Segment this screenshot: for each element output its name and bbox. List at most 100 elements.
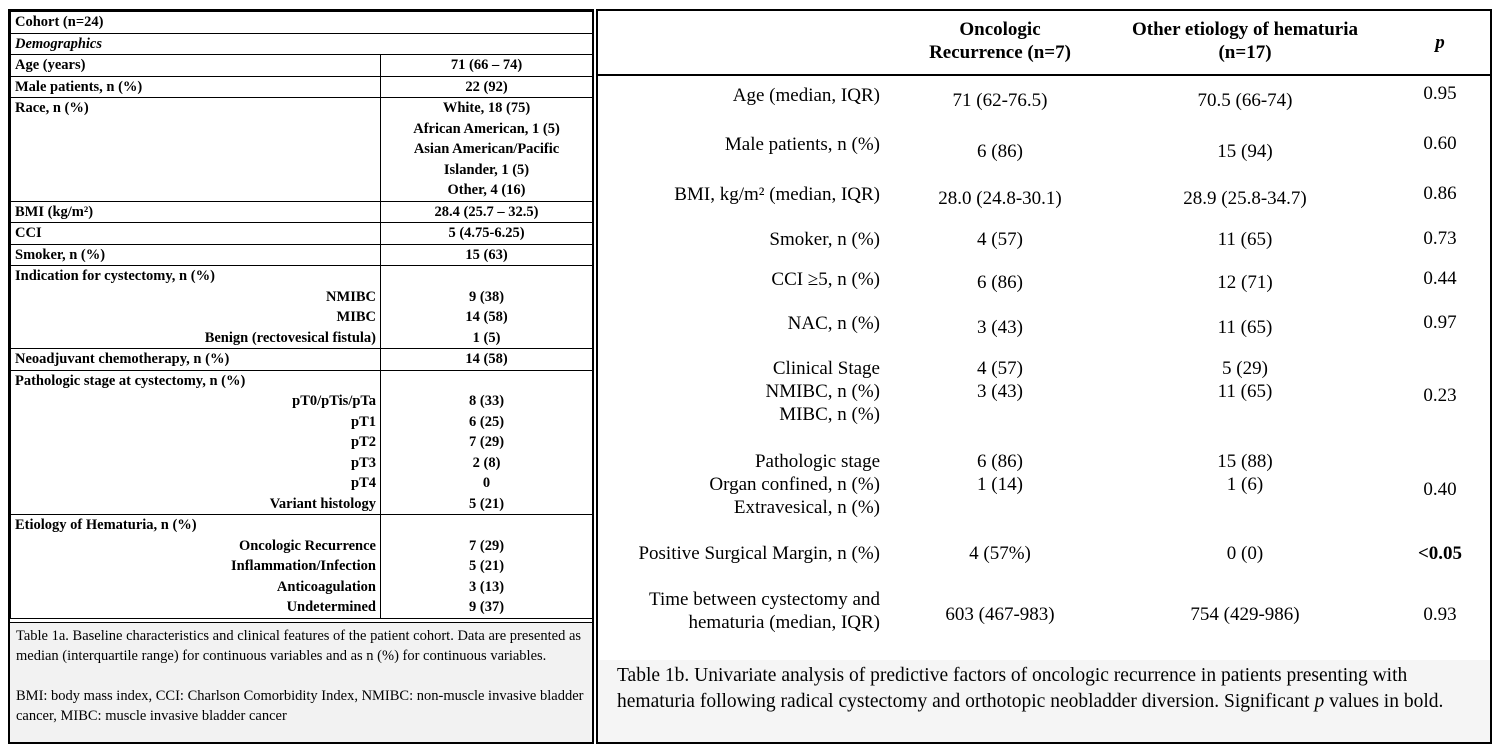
row-label-cell: Smoker, n (%) bbox=[10, 243, 381, 266]
row-label: NAC, n (%) bbox=[560, 312, 880, 335]
recurrence-cell: 3 (43) bbox=[900, 316, 1100, 339]
other-cell: 70.5 (66-74) bbox=[1105, 89, 1385, 112]
row-label: CCI ≥5, n (%) bbox=[560, 268, 880, 291]
row-label: Smoker, n (%) bbox=[560, 228, 880, 251]
row-label-cell: Indication for cystectomy, n (%) NMIBC MIB… bbox=[10, 265, 381, 349]
item-value: 14 (58) bbox=[465, 309, 508, 325]
other-cell: 12 (71) bbox=[1105, 271, 1385, 294]
cell-line: 28.0 (24.8-30.1) bbox=[938, 188, 1062, 209]
label-line: Smoker, n (%) bbox=[769, 229, 880, 250]
cell-line: 5 (29) bbox=[1222, 358, 1268, 379]
recurrence-cell: 4 (57) 3 (43) bbox=[900, 357, 1100, 403]
label-line: hematuria (median, IQR) bbox=[688, 612, 880, 633]
data-row: Smoker, n (%) 15 (63) bbox=[10, 243, 594, 266]
table-title: Cohort (n=24) bbox=[9, 11, 594, 34]
item-label: pT0/pTis/pTa bbox=[292, 393, 376, 409]
item-label: Benign (rectovesical fistula) bbox=[204, 329, 376, 346]
row-label: Etiology of Hematuria, n (%) bbox=[15, 517, 197, 533]
item-value: 5 (21) bbox=[468, 558, 505, 574]
row-label: Indication for cystectomy, n (%) bbox=[15, 268, 215, 284]
table-1a-panel: Cohort (n=24) Demographics Age (years) 71 (… bbox=[8, 9, 594, 744]
table-1a: Cohort (n=24) Demographics Age (years) 71 (… bbox=[9, 11, 594, 619]
table-1a-caption: Table 1a. Baseline characteristics and c… bbox=[10, 622, 592, 742]
row-label: BMI, kg/m² (median, IQR) bbox=[560, 183, 880, 206]
table-1b-caption: Table 1b. Univariate analysis of predict… bbox=[617, 663, 1477, 715]
caption-text: Table 1b. Univariate analysis of predict… bbox=[617, 665, 1408, 712]
other-cell: 11 (65) bbox=[1105, 228, 1385, 251]
section-row: Demographics bbox=[9, 32, 594, 55]
cell-line: 603 (467-983) bbox=[945, 604, 1055, 625]
item-value: 9 (37) bbox=[468, 599, 505, 615]
row-label: BMI (kg/m²) bbox=[15, 203, 94, 220]
p-value: 0.97 bbox=[1423, 312, 1457, 333]
data-row: CCI 5 (4.75-6.25) bbox=[10, 222, 594, 245]
spacer bbox=[385, 515, 588, 536]
cell-line: 3 (43) bbox=[977, 381, 1023, 402]
item-value: 7 (29) bbox=[468, 434, 505, 450]
cell-line: 11 (65) bbox=[1217, 229, 1273, 250]
p-value: 0.93 bbox=[1423, 604, 1457, 625]
data-row: Indication for cystectomy, n (%) NMIBC MIB… bbox=[10, 265, 594, 349]
recurrence-cell: 603 (467-983) bbox=[900, 603, 1100, 626]
cell-line: 4 (57%) bbox=[969, 543, 1031, 564]
data-row: Age (years) 71 (66 – 74) bbox=[10, 54, 594, 77]
other-cell: 754 (429-986) bbox=[1105, 603, 1385, 626]
label-line: Male patients, n (%) bbox=[724, 134, 880, 155]
item-label: pT4 bbox=[351, 475, 376, 491]
item-value: 7 (29) bbox=[468, 537, 505, 554]
row-value: 71 (66 – 74) bbox=[450, 57, 523, 73]
cell-line: 6 (86) bbox=[977, 272, 1023, 293]
item-label: pT3 bbox=[351, 454, 376, 471]
cell-line: 28.9 (25.8-34.7) bbox=[1183, 188, 1307, 209]
data-row: Male patients, n (%) 22 (92) bbox=[10, 75, 594, 98]
row-value-cell: White, 18 (75) African American, 1 (5) Asi… bbox=[379, 97, 594, 202]
item-value: 0 bbox=[482, 475, 491, 491]
row-value: White, 18 (75) bbox=[442, 100, 531, 116]
row-label-cell: Age (years) bbox=[10, 54, 381, 77]
column-header: Oncologic Recurrence (n=7) bbox=[929, 19, 1071, 63]
table-1b-panel bbox=[596, 9, 1492, 744]
p-value: 0.60 bbox=[1423, 133, 1457, 154]
row-label: Pathologic stage at cystectomy, n (%) bbox=[15, 372, 246, 389]
item-value: 1 (5) bbox=[472, 329, 501, 346]
column-header: p bbox=[1435, 32, 1445, 53]
item-value: 3 (13) bbox=[468, 578, 505, 595]
label-line: Clinical Stage bbox=[772, 358, 880, 379]
row-label-cell: Neoadjuvant chemotherapy, n (%) bbox=[10, 348, 381, 371]
cell-line: 12 (71) bbox=[1217, 272, 1273, 293]
recurrence-cell: 4 (57) bbox=[900, 228, 1100, 251]
row-value: 15 (63) bbox=[465, 246, 508, 263]
cell-line: 70.5 (66-74) bbox=[1197, 90, 1293, 111]
other-cell: 5 (29) 11 (65) bbox=[1105, 357, 1385, 403]
row-label: Smoker, n (%) bbox=[15, 246, 106, 263]
data-row: Etiology of Hematuria, n (%) Oncologic Re… bbox=[10, 514, 594, 619]
item-label: Oncologic Recurrence bbox=[238, 537, 376, 554]
cell-line: 4 (57) bbox=[977, 358, 1023, 379]
label-line: Pathologic stage bbox=[754, 451, 880, 472]
row-label: Clinical Stage NMIBC, n (%) MIBC, n (%) bbox=[560, 357, 880, 426]
row-value-cell: 8 (33) 6 (25) 7 (29) 2 (8) 0 5 (21) bbox=[379, 369, 594, 515]
label-line: Extravesical, n (%) bbox=[733, 497, 880, 518]
other-cell: 28.9 (25.8-34.7) bbox=[1105, 187, 1385, 210]
item-value: 5 (21) bbox=[468, 495, 505, 512]
row-label: CCI bbox=[15, 225, 42, 241]
row-value-cell: 7 (29) 5 (21) 3 (13) 9 (37) bbox=[379, 514, 594, 619]
item-label: pT1 bbox=[351, 413, 376, 430]
other-cell: 15 (94) bbox=[1105, 140, 1385, 163]
label-line: NMIBC, n (%) bbox=[765, 381, 880, 402]
recurrence-cell: 4 (57%) bbox=[900, 542, 1100, 565]
row-value: African American, 1 (5) bbox=[413, 120, 560, 137]
recurrence-cell: 6 (86) 1 (14) bbox=[900, 450, 1100, 496]
row-value: 28.4 (25.7 – 32.5) bbox=[434, 203, 539, 220]
row-label-cell: CCI bbox=[10, 222, 381, 245]
recurrence-cell: 71 (62-76.5) bbox=[900, 89, 1100, 112]
recurrence-cell: 28.0 (24.8-30.1) bbox=[900, 187, 1100, 210]
label-line: Organ confined, n (%) bbox=[709, 474, 880, 495]
row-value: Other, 4 (16) bbox=[447, 182, 526, 198]
caption-text: values in bold. bbox=[1329, 691, 1444, 712]
data-row: Race, n (%) White, 18 (75) African America… bbox=[10, 97, 594, 202]
title-row: Cohort (n=24) bbox=[9, 11, 594, 34]
item-value: 2 (8) bbox=[472, 454, 501, 471]
item-value: 6 (25) bbox=[468, 413, 505, 430]
item-label: pT2 bbox=[351, 434, 376, 450]
